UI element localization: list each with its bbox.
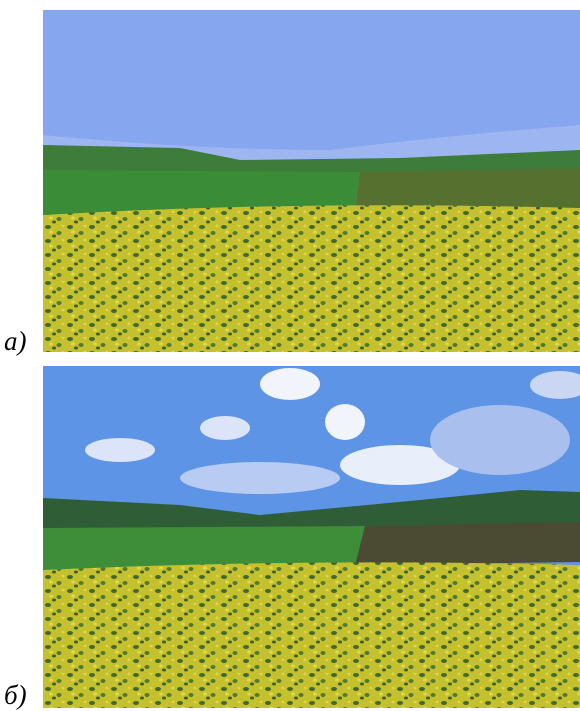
- photo-a: [43, 10, 580, 352]
- label-b: б): [4, 680, 27, 711]
- photos: [0, 0, 580, 708]
- photo-b: [43, 366, 580, 708]
- page: {"figures": [{"label": "а)"}, {"label": …: [0, 0, 580, 708]
- label-a: а): [4, 326, 27, 357]
